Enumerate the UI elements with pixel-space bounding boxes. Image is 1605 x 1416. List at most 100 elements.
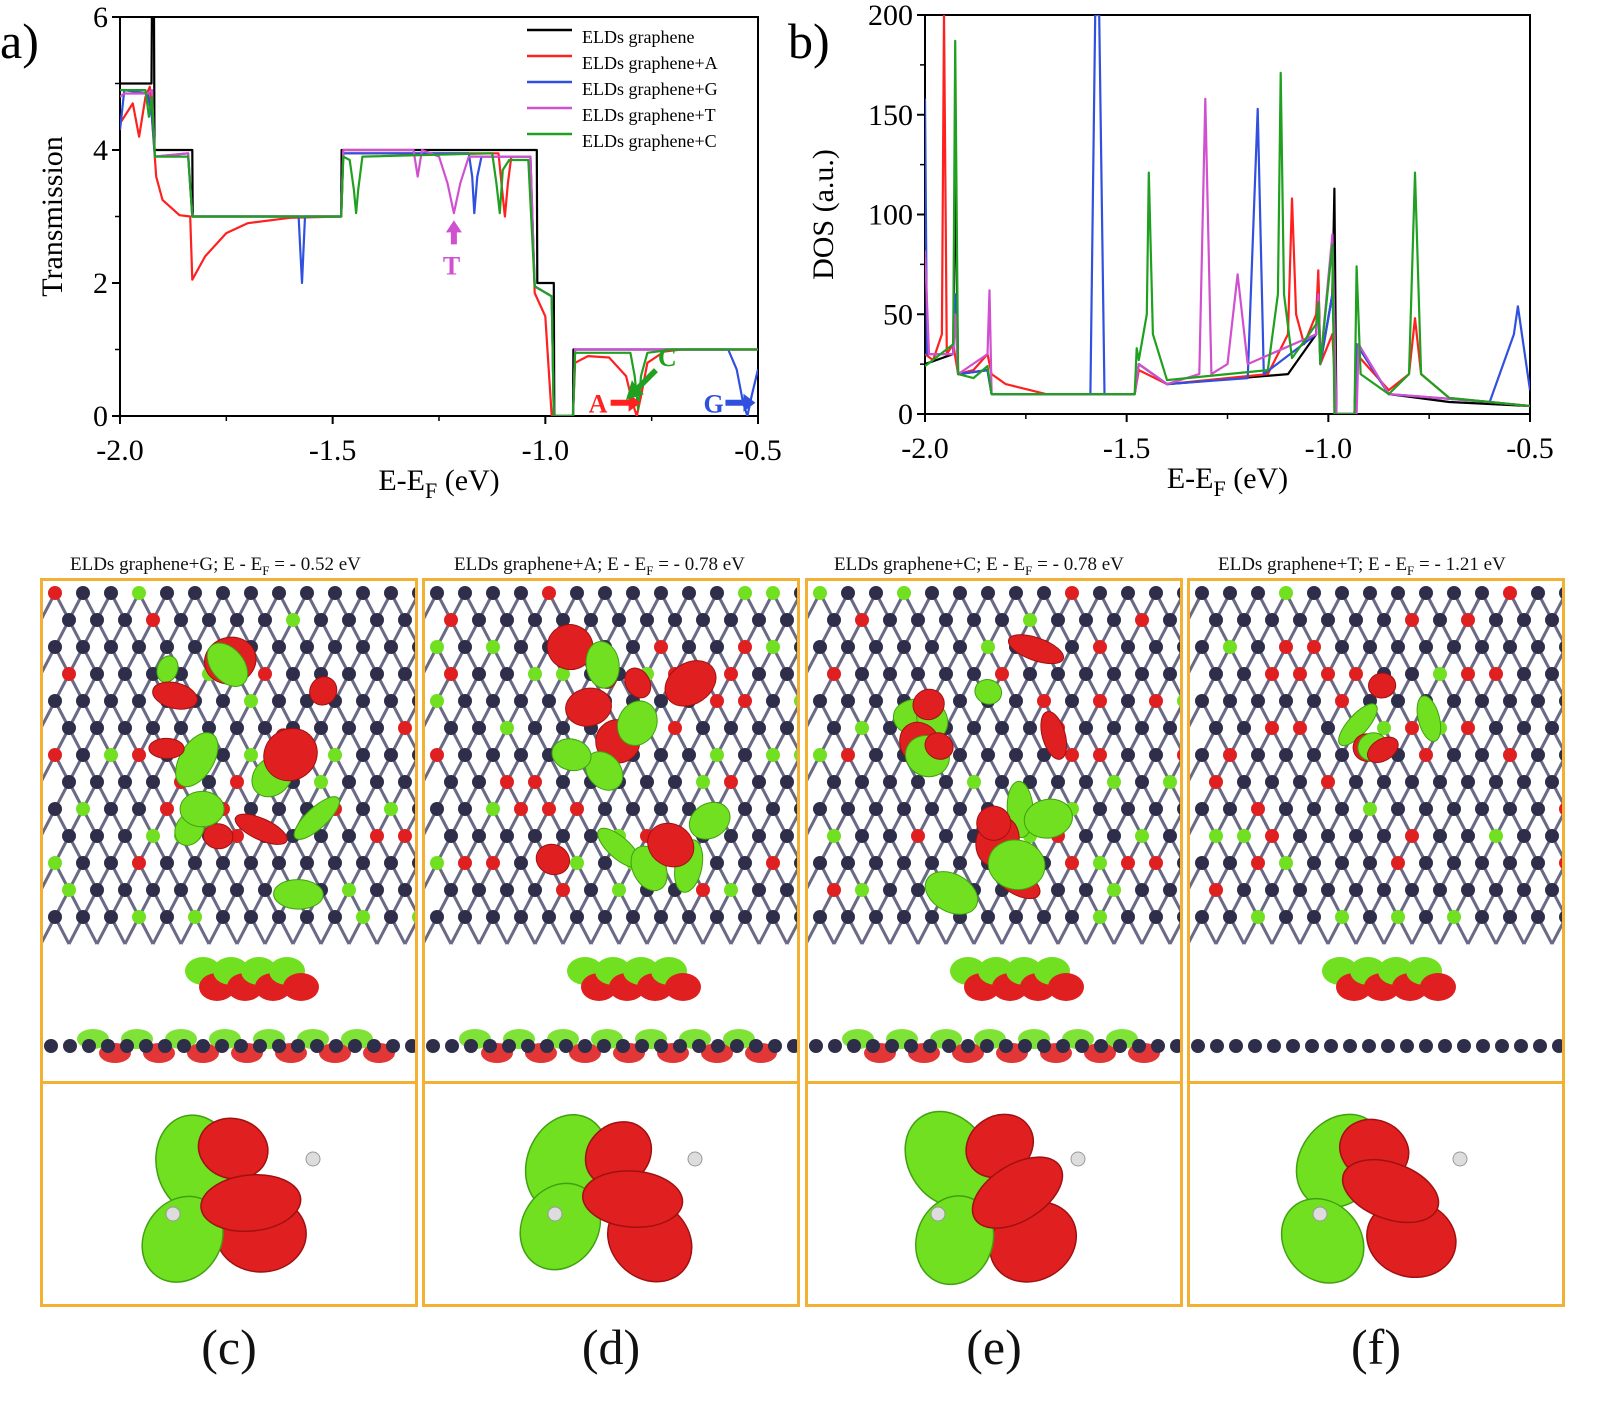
atom [981,748,995,762]
atom [286,667,300,681]
x-tick-label: -1.0 [522,434,570,467]
atom [1552,1039,1566,1053]
atom [1433,667,1447,681]
atom [654,1039,668,1053]
atom [62,721,76,735]
orbital-lobe [616,700,658,746]
atom [430,802,444,816]
atom [1405,829,1419,843]
x-axis-label: E-EF (eV) [378,464,499,503]
atom [626,640,640,654]
atom [1293,613,1307,627]
atom [272,856,286,870]
atom [412,640,426,654]
atom [1051,613,1065,627]
atom [412,856,426,870]
atom [1195,748,1209,762]
atom [578,1039,592,1053]
atom [827,829,841,843]
atom [1065,910,1079,924]
atom [942,1039,956,1053]
atom [1495,1039,1509,1053]
series-line-0 [925,163,1530,414]
atom [953,640,967,654]
atom [981,640,995,654]
atom [1009,748,1023,762]
atom [48,640,62,654]
atom [1265,775,1279,789]
atom [794,802,808,816]
atom [356,586,370,600]
series-line-1 [925,15,1530,414]
orbital-structure-image [1186,578,1596,1084]
atom [104,586,118,600]
atom [1209,667,1223,681]
atom [1503,910,1517,924]
atom [696,613,710,627]
atom [370,721,384,735]
atom [244,748,258,762]
atom [911,613,925,627]
atom [724,667,738,681]
atom [445,1039,459,1053]
atom [160,856,174,870]
atom [1009,586,1023,600]
atom [1223,856,1237,870]
atom [738,694,752,708]
atom [855,883,869,897]
atom [342,613,356,627]
atom [430,640,444,654]
atom [120,1039,134,1053]
orbital-lobe [309,676,338,706]
atom [696,775,710,789]
atom [925,856,939,870]
orbital-lobe [152,681,198,710]
atom [612,613,626,627]
atom [1391,910,1405,924]
atom [430,694,444,708]
atom [1381,1039,1395,1053]
atom [1335,910,1349,924]
atom [1433,829,1447,843]
atom [48,910,62,924]
atom [1121,748,1135,762]
x-axis-label: E-EF (eV) [1167,462,1288,501]
atom [1135,883,1149,897]
atom [1391,856,1405,870]
atom [711,1039,725,1053]
atom [483,1039,497,1053]
atom [1321,667,1335,681]
atom [398,829,412,843]
orbital-lobe [1338,703,1378,747]
atom [668,721,682,735]
annotation-g: G [703,390,756,419]
atom [794,694,808,708]
atom [883,883,897,897]
lattice [39,586,449,1063]
atom [1121,586,1135,600]
atom [215,1039,229,1053]
title-value: = - 0.52 eV [269,554,361,575]
atom [244,586,258,600]
atom [1489,775,1503,789]
atom [521,1039,535,1053]
y-tick-label: 50 [883,298,913,331]
atom [342,829,356,843]
molecule-orbital-image [1280,1113,1468,1284]
atom [766,856,780,870]
atom [1405,667,1419,681]
legend-entry: ELDs graphene+T [582,105,716,125]
atom [1489,883,1503,897]
atom [1293,667,1307,681]
atom [1265,721,1279,735]
graphene-lattice-image [1186,586,1596,1053]
atom [458,856,472,870]
lattice [804,586,1214,1063]
atom [258,667,272,681]
atom [692,1039,706,1053]
atom [202,775,216,789]
atom [724,613,738,627]
atom [356,802,370,816]
atom [464,1039,478,1053]
atom [1177,856,1191,870]
